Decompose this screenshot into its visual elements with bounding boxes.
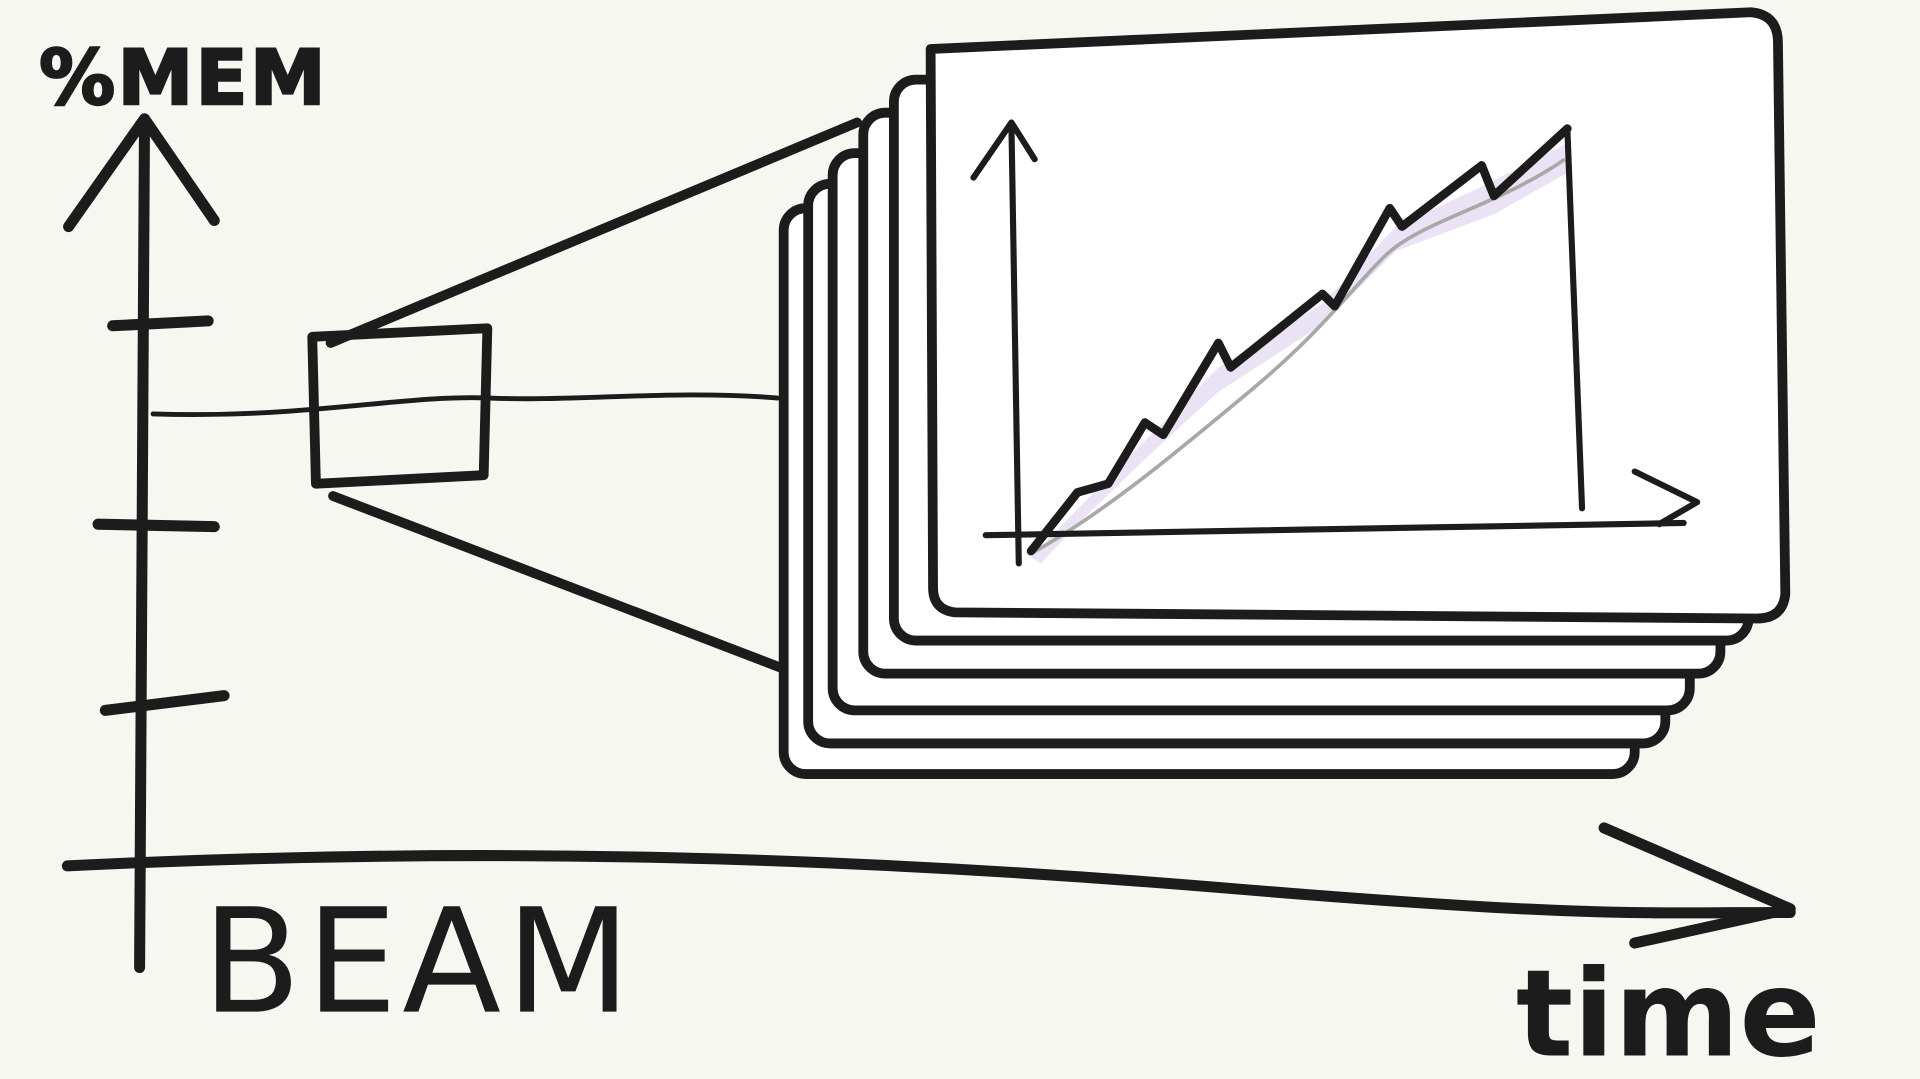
- card-stack: [778, 7, 1791, 779]
- y-axis-label: %MEM: [39, 34, 328, 122]
- zoom-box: [150, 117, 863, 677]
- x-axis: [61, 822, 1796, 949]
- inner-chart: [970, 119, 1701, 567]
- x-axis-label: time: [1516, 946, 1821, 1079]
- inner-axes: [970, 119, 1701, 567]
- trend-line: [1030, 157, 1566, 556]
- memory-line: [1026, 124, 1572, 556]
- y-axis: [63, 113, 230, 974]
- beam-label: BEAM: [202, 879, 636, 1047]
